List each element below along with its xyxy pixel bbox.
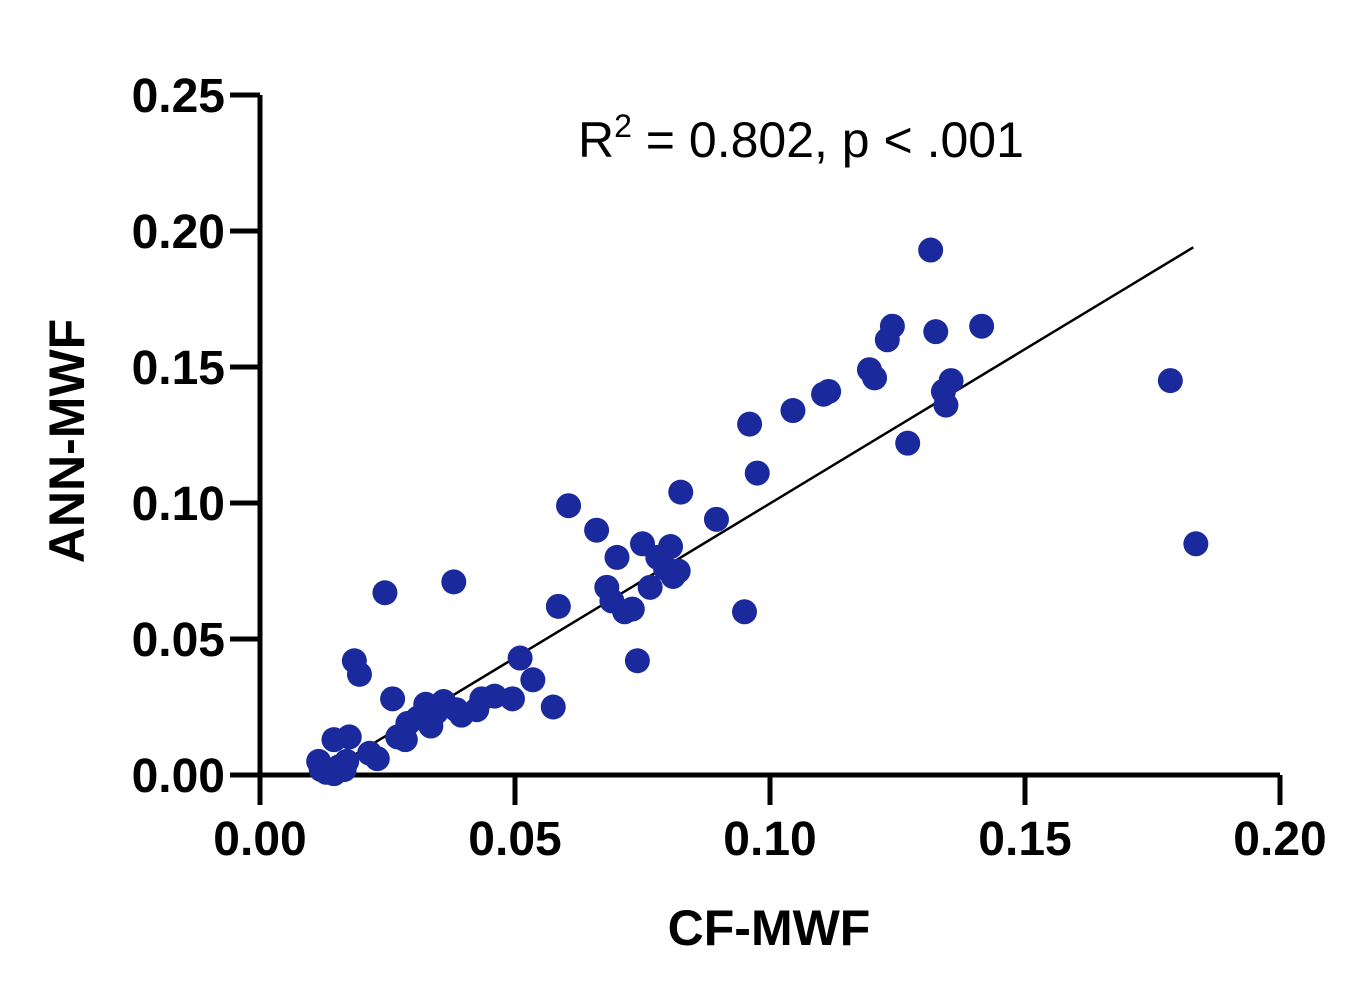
data-point xyxy=(380,686,406,712)
data-point xyxy=(624,648,650,674)
data-point xyxy=(703,506,729,532)
x-tick-label: 0.20 xyxy=(1233,813,1326,866)
r-symbol: R xyxy=(578,112,614,168)
data-point xyxy=(862,365,888,391)
data-point xyxy=(1183,531,1209,557)
x-tick-label: 0.15 xyxy=(978,813,1071,866)
data-point xyxy=(346,661,372,687)
y-tick-label: 0.10 xyxy=(132,478,225,531)
data-point xyxy=(540,694,566,720)
data-point xyxy=(1157,368,1183,394)
x-tick-label: 0.05 xyxy=(468,813,561,866)
data-point xyxy=(665,558,691,584)
data-point xyxy=(520,667,546,693)
stats-annotation: R2 = 0.802, p < .001 xyxy=(578,108,1024,168)
data-point xyxy=(816,378,842,404)
data-point xyxy=(668,479,694,505)
y-axis: 0.00 0.05 0.10 0.15 0.20 0.25 xyxy=(132,70,263,803)
y-tick-label: 0.20 xyxy=(132,206,225,259)
data-point xyxy=(441,569,467,595)
data-point xyxy=(918,237,944,263)
r-superscript: 2 xyxy=(614,108,632,144)
data-point xyxy=(744,460,770,486)
data-point xyxy=(556,493,582,519)
data-point xyxy=(969,313,995,339)
data-point xyxy=(895,430,921,456)
data-point xyxy=(619,596,645,622)
data-points xyxy=(306,237,1209,787)
data-point xyxy=(334,748,360,774)
y-tick-label: 0.05 xyxy=(132,614,225,667)
y-tick-label: 0.00 xyxy=(132,750,225,803)
data-point xyxy=(879,313,905,339)
regression-line-group xyxy=(320,246,1194,777)
data-point xyxy=(372,580,398,606)
y-axis-title: ANN-MWF xyxy=(39,319,95,563)
x-tick-label: 0.00 xyxy=(213,813,306,866)
data-point xyxy=(737,411,763,437)
y-tick-label: 0.25 xyxy=(132,70,225,123)
data-point xyxy=(336,724,362,750)
data-point xyxy=(545,593,571,619)
data-point xyxy=(938,368,964,394)
data-point xyxy=(732,599,757,625)
data-point xyxy=(637,574,663,600)
data-point xyxy=(923,319,949,345)
data-point xyxy=(658,534,684,560)
data-point xyxy=(364,746,390,772)
y-tick-label: 0.15 xyxy=(132,342,225,395)
data-point xyxy=(499,686,525,712)
data-point xyxy=(933,392,959,418)
data-point xyxy=(507,645,533,671)
x-tick-label: 0.10 xyxy=(723,813,816,866)
x-axis: 0.00 0.05 0.10 0.15 0.20 xyxy=(213,772,1327,866)
data-point xyxy=(584,517,610,543)
x-axis-title: CF-MWF xyxy=(668,900,871,956)
data-point xyxy=(604,544,630,570)
data-point xyxy=(780,398,806,424)
regression-line xyxy=(320,246,1194,777)
stats-text: = 0.802, p < .001 xyxy=(632,112,1024,168)
